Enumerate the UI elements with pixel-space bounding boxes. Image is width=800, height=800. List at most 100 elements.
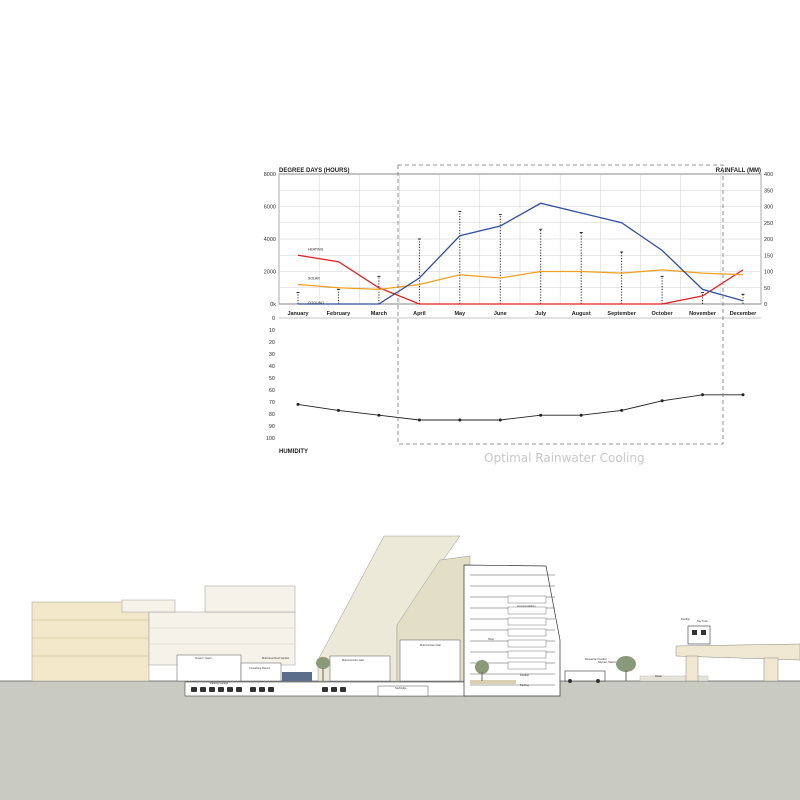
car <box>268 687 274 692</box>
section-label: Restaurant Garden <box>585 657 608 661</box>
optimal-cooling-label: Optimal Rainwater Cooling <box>484 451 645 465</box>
humidity-point <box>539 413 543 417</box>
right-tick-label: 400 <box>764 172 773 178</box>
humidity-point <box>741 393 745 397</box>
car <box>259 687 265 692</box>
series-label: HEATING <box>308 247 324 251</box>
month-label: June <box>494 311 507 317</box>
humidity-point <box>660 399 664 403</box>
car <box>209 687 215 692</box>
section-label: Accommodation <box>517 604 536 608</box>
series-labels: HEATING SOLAR COOLING <box>308 247 324 305</box>
left-axis-title: DEGREE DAYS (HOURS) <box>279 168 349 174</box>
accommodation-unit <box>507 650 547 659</box>
humidity-tick-label: 70 <box>269 400 275 406</box>
series-line-solar <box>297 269 744 291</box>
ground-mass <box>0 681 800 800</box>
humidity-line <box>296 393 745 422</box>
month-label: July <box>535 311 547 317</box>
right-tick-label: 350 <box>764 188 773 194</box>
section-label: Parking Garage <box>210 681 229 685</box>
section-label: Rooftop <box>520 673 530 677</box>
humidity-chart: 0 10 20 30 40 50 60 70 80 90 100 HUMIDITY <box>266 316 761 455</box>
humidity-tick-label: 100 <box>266 436 275 442</box>
degree-days-chart: 0k 2000 4000 6000 8000 0 50 100 150 200 250 300 350 4… <box>264 168 773 317</box>
left-tick-label: 8000 <box>264 172 276 178</box>
right-tick-label: 50 <box>764 286 770 292</box>
left-building <box>31 585 312 682</box>
month-label: December <box>730 311 757 317</box>
month-label: February <box>327 311 351 317</box>
humidity-tick-label: 0 <box>272 316 275 322</box>
series-lines <box>297 202 744 305</box>
month-label: January <box>287 311 309 317</box>
left-tick-label: 6000 <box>264 205 276 211</box>
humidity-point <box>458 418 462 422</box>
car <box>340 687 346 692</box>
accommodation-unit <box>507 628 547 637</box>
car <box>218 687 224 692</box>
month-label: May <box>454 311 466 317</box>
car <box>191 687 197 692</box>
left-tick-label: 2000 <box>264 270 276 276</box>
humidity-point <box>296 402 300 406</box>
right-axis-title: RAINFALL (MM) <box>716 168 761 174</box>
right-tick-label: 200 <box>764 237 773 243</box>
section-label: Shop <box>488 637 495 641</box>
section-label: Coworking Rooms <box>249 666 271 670</box>
humidity-ticks: 0 10 20 30 40 50 60 70 80 90 100 <box>266 316 275 442</box>
axis-ticks: 0k 2000 4000 6000 8000 0 50 100 150 200 250 300 350 4… <box>264 172 773 308</box>
month-label: August <box>572 311 591 317</box>
left-tick-label: 4000 <box>264 237 276 243</box>
accommodation-unit <box>507 595 547 604</box>
right-tick-label: 300 <box>764 205 773 211</box>
right-tick-label: 100 <box>764 270 773 276</box>
humidity-tick-label: 60 <box>269 388 275 394</box>
sky-train <box>675 625 800 682</box>
humidity-tick-label: 40 <box>269 364 275 370</box>
humidity-series-line <box>297 394 743 421</box>
humidity-point <box>417 418 421 422</box>
accommodation-unit <box>507 617 547 626</box>
month-label: October <box>652 311 674 317</box>
car <box>250 687 256 692</box>
series-line-heating <box>297 254 744 305</box>
section-label: Retail <box>655 674 662 678</box>
section-label: Skybridge <box>395 686 407 690</box>
humidity-point <box>579 413 583 417</box>
month-label: April <box>413 311 426 317</box>
humidity-tick-label: 50 <box>269 376 275 382</box>
right-tick-label: 250 <box>764 221 773 227</box>
section-label: Skytrain Station <box>598 660 617 664</box>
section-label: Parking <box>520 683 529 687</box>
building-section: Tenant / Garth Coworking Rooms Parking Gar… <box>0 535 800 800</box>
series-line-cooling <box>298 202 744 305</box>
sloped-tower <box>317 535 471 697</box>
series-label: COOLING <box>308 301 324 305</box>
humidity-axis-title: HUMIDITY <box>279 449 308 455</box>
right-tick-label: 150 <box>764 253 773 259</box>
humidity-point <box>701 393 705 397</box>
month-label: March <box>371 311 388 317</box>
humidity-tick-label: 80 <box>269 412 275 418</box>
series-label: SOLAR <box>308 277 320 281</box>
car <box>227 687 233 692</box>
humidity-point <box>620 408 624 412</box>
optimal-cooling-zone <box>397 164 724 445</box>
accommodation-unit <box>507 639 547 648</box>
accommodation-unit <box>507 606 547 615</box>
month-labels: January February March April May June July Augu… <box>287 311 757 317</box>
humidity-point <box>336 408 340 412</box>
section-label: Tenant / Garth <box>195 656 212 660</box>
section-label: Multi-level Roof Garden <box>262 656 290 660</box>
humidity-tick-label: 20 <box>269 340 275 346</box>
car <box>236 687 242 692</box>
month-label: September <box>607 311 636 317</box>
humidity-point <box>377 413 381 417</box>
car <box>322 687 328 692</box>
humidity-tick-label: 90 <box>269 424 275 430</box>
section-label: Multi-Function Hall <box>342 658 364 662</box>
section-label: Sky Train <box>697 619 708 623</box>
accommodation-tower <box>463 564 561 697</box>
